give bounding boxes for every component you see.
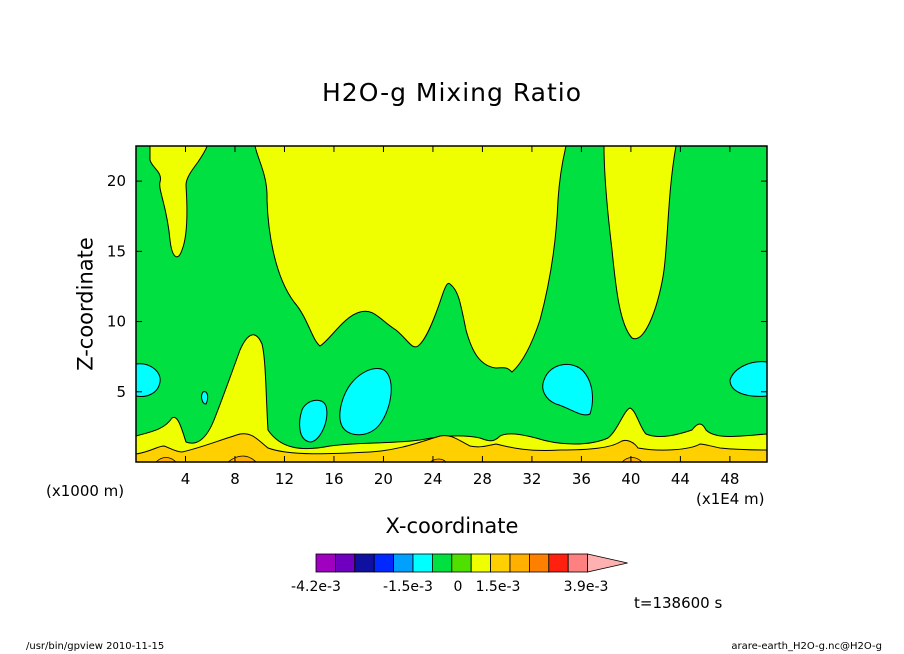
colorbar-label: -4.2e-3: [291, 579, 341, 595]
y-tick-label: 20: [107, 172, 126, 190]
colorbar-label: 0: [453, 579, 463, 595]
contour-band-orange: [155, 455, 643, 462]
x-tick-label: 16: [324, 470, 343, 488]
footer-left: /usr/bin/gpview 2010-11-15: [26, 641, 165, 652]
y-tick-label: 5: [116, 383, 126, 401]
contour-band-cyan: [299, 399, 328, 443]
contour-band-cyan: [542, 364, 593, 416]
x-tick-label: 20: [374, 470, 393, 488]
x-tick-label: 4: [181, 470, 191, 488]
chart-title: H2O-g Mixing Ratio: [321, 78, 583, 107]
x-tick-label: 40: [621, 470, 640, 488]
y-tick-label: 10: [107, 313, 126, 331]
colorbar-label: -1.5e-3: [383, 579, 433, 595]
y-tick-label: 15: [107, 242, 126, 260]
colorbar-swatch: [470, 553, 492, 573]
contour-band-cyan: [136, 363, 161, 397]
colorbar-swatch: [334, 553, 356, 573]
contour-band-cyan: [729, 361, 767, 397]
colorbar-swatch: [354, 553, 375, 573]
plot-frame: [135, 145, 768, 463]
colorbar-swatch: [315, 553, 336, 573]
colorbar-swatch: [373, 553, 395, 573]
colorbar-swatch: [529, 553, 550, 573]
x-tick-label: 44: [671, 470, 690, 488]
x-unit-note: (x1000 m): [46, 482, 125, 500]
x-scale-note: (x1E4 m): [696, 490, 765, 508]
contour-band-cyan: [201, 391, 209, 405]
colorbar-label: 3.9e-3: [563, 579, 609, 595]
colorbar-swatch: [548, 553, 569, 573]
contour-band-amber: [136, 433, 767, 462]
x-tick-label: 32: [522, 470, 541, 488]
contour-field: [136, 146, 767, 462]
colorbar-label: 1.5e-3: [475, 579, 521, 595]
colorbar-swatch: [451, 553, 472, 573]
x-tick-label: 28: [473, 470, 492, 488]
colorbar: [315, 553, 628, 573]
colorbar-swatch: [567, 553, 589, 573]
contour-band-yellow: [254, 146, 567, 373]
x-tick-label: 8: [230, 470, 240, 488]
colorbar-swatch: [393, 553, 414, 573]
x-tick-label: 24: [423, 470, 442, 488]
colorbar-swatch: [412, 553, 433, 573]
footer-right: arare-earth_H2O-g.nc@H2O-g: [731, 641, 882, 652]
x-tick-label: 48: [720, 470, 739, 488]
colorbar-swatch: [431, 553, 453, 573]
time-label: t=138600 s: [634, 594, 723, 612]
y-axis-label: Z-coordinate: [73, 237, 98, 371]
contour-band-cyan: [339, 368, 392, 436]
x-axis-label: X-coordinate: [385, 514, 519, 538]
colorbar-swatch: [490, 553, 511, 573]
x-tick-label: 36: [572, 470, 591, 488]
contour-band-yellow: [149, 146, 208, 258]
contour-band-yellow: [603, 146, 677, 340]
x-tick-label: 12: [275, 470, 294, 488]
colorbar-swatch: [509, 553, 530, 573]
colorbar-arrow: [587, 553, 628, 573]
